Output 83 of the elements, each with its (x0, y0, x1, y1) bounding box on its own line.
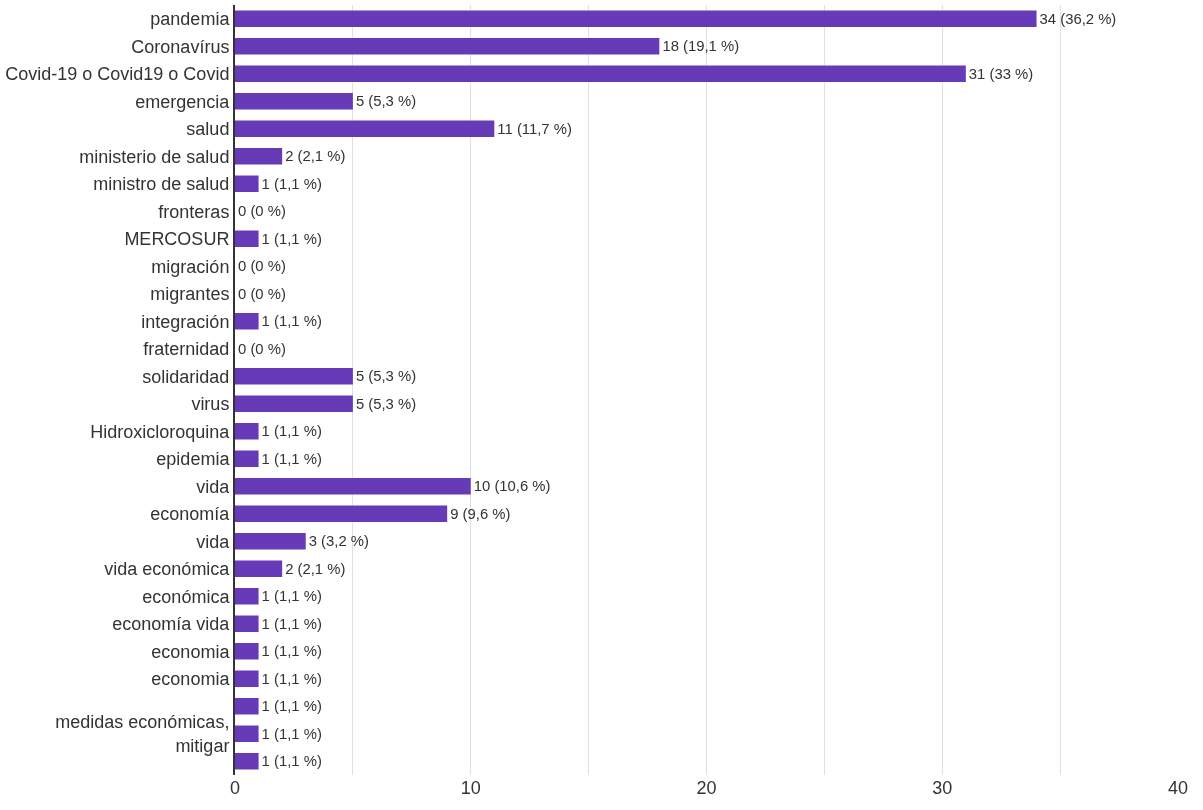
bar (235, 395, 353, 412)
y-tick-label: virus (191, 394, 230, 415)
bar (235, 698, 259, 715)
bar (235, 670, 259, 687)
y-tick-label: fronteras (158, 201, 230, 222)
bar (235, 478, 471, 495)
data-label: 1 (1,1 %) (261, 450, 322, 467)
y-tick-label: ministerio de salud (79, 146, 230, 167)
bar (235, 120, 495, 137)
y-tick-label: medidas económicas, mitigar (55, 712, 230, 756)
y-tick-label: fraternidad (143, 339, 230, 360)
y-tick-label: epidemia (156, 449, 231, 470)
data-label: 1 (1,1 %) (261, 175, 322, 192)
bar (235, 368, 353, 385)
data-label: 1 (1,1 %) (261, 643, 322, 660)
data-label: 1 (1,1 %) (261, 725, 322, 742)
bar (235, 643, 259, 660)
bar (235, 615, 259, 632)
data-label: 1 (1,1 %) (261, 753, 322, 770)
data-label: 1 (1,1 %) (261, 230, 322, 247)
data-label: 1 (1,1 %) (261, 615, 322, 632)
data-label: 2 (2,1 %) (285, 148, 346, 165)
data-label: 2 (2,1 %) (285, 560, 346, 577)
data-label: 0 (0 %) (238, 285, 286, 302)
bar (235, 230, 259, 247)
bar (235, 588, 259, 605)
y-tick-label: pandemia (150, 9, 231, 30)
y-tick-label: vida (196, 531, 231, 552)
x-tick-label: 10 (460, 778, 481, 798)
x-tick-label: 30 (932, 778, 953, 798)
bar (235, 10, 1037, 27)
y-tick-label: económica (142, 586, 231, 607)
y-tick-label: vida económica (104, 559, 231, 580)
bar (235, 753, 259, 770)
y-tick-label: Coronavírus (131, 36, 230, 57)
data-label: 5 (5,3 %) (355, 368, 417, 385)
data-label: 18 (19,1 %) (662, 38, 740, 55)
data-label: 1 (1,1 %) (261, 313, 322, 330)
data-label: 5 (5,3 %) (355, 93, 417, 110)
bar (235, 450, 259, 467)
bar (235, 560, 283, 577)
y-tick-label: MERCOSUR (124, 229, 230, 250)
bar (235, 423, 259, 440)
y-tick-label: solidaridad (142, 366, 230, 387)
y-tick-label: migración (151, 256, 230, 277)
data-label: 31 (33 %) (968, 65, 1034, 82)
x-tick-label: 20 (696, 778, 717, 798)
y-tick-label: economia (151, 641, 231, 662)
y-tick-label: salud (186, 119, 230, 140)
y-tick-label: Covid-19 o Covid19 o Covid (5, 64, 230, 85)
data-label: 0 (0 %) (238, 258, 286, 275)
bar (235, 313, 259, 330)
bar (235, 505, 448, 522)
y-tick-label: migrantes (150, 284, 230, 305)
y-tick-label: emergencia (135, 91, 231, 112)
bar (235, 38, 660, 55)
x-tick-label: 0 (229, 778, 241, 798)
data-label: 3 (3,2 %) (308, 533, 370, 550)
data-label: 1 (1,1 %) (261, 670, 322, 687)
data-label: 11 (11,7 %) (497, 120, 572, 137)
data-label: 0 (0 %) (238, 203, 286, 220)
bar (235, 65, 966, 82)
y-tick-label: Hidroxicloroquina (90, 421, 231, 442)
data-label: 1 (1,1 %) (261, 423, 322, 440)
bar (235, 148, 283, 165)
data-label: 1 (1,1 %) (261, 698, 322, 715)
bar (235, 93, 353, 110)
data-label: 34 (36,2 %) (1039, 10, 1117, 27)
y-tick-label: ministro de salud (93, 174, 230, 195)
bar (235, 725, 259, 742)
y-tick-label: integración (141, 311, 230, 332)
x-tick-label: 40 (1167, 778, 1189, 798)
data-label: 10 (10,6 %) (473, 478, 551, 495)
y-tick-label: economia (151, 669, 231, 690)
data-label: 9 (9,6 %) (450, 505, 511, 522)
y-tick-label: economía vida (112, 614, 231, 635)
y-tick-label: economía (150, 504, 231, 525)
bar (235, 175, 259, 192)
data-label: 0 (0 %) (238, 340, 286, 357)
data-label: 5 (5,3 %) (355, 395, 417, 412)
y-tick-label: vida (196, 476, 231, 497)
data-label: 1 (1,1 %) (261, 588, 322, 605)
bar (235, 533, 306, 550)
